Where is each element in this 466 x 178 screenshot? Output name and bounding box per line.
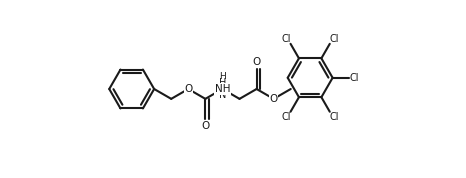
Text: Cl: Cl bbox=[350, 73, 359, 83]
Text: O: O bbox=[184, 84, 192, 94]
Text: Cl: Cl bbox=[281, 112, 291, 122]
Text: O: O bbox=[253, 57, 260, 67]
Text: O: O bbox=[201, 121, 210, 131]
Text: H
N: H N bbox=[219, 78, 226, 100]
Text: H: H bbox=[219, 72, 226, 81]
Text: Cl: Cl bbox=[330, 112, 339, 122]
Text: Cl: Cl bbox=[330, 34, 339, 44]
Text: O: O bbox=[269, 94, 278, 104]
Text: Cl: Cl bbox=[281, 34, 291, 44]
Text: NH: NH bbox=[215, 84, 230, 94]
